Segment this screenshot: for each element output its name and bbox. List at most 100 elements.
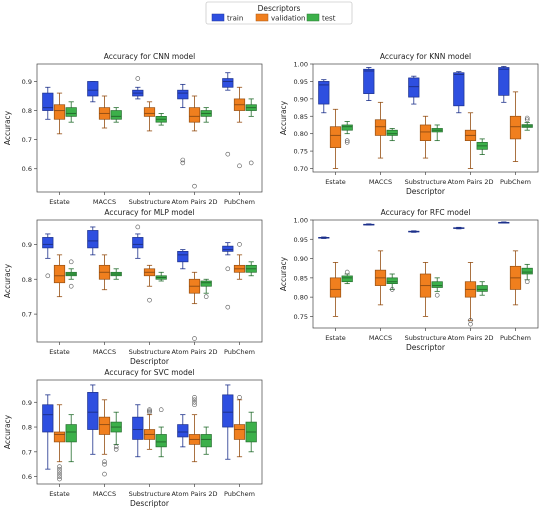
- box-test: [245, 98, 257, 166]
- y-tick-label: 0.9: [22, 78, 32, 86]
- chart-title: Accuracy for SVC model: [104, 368, 194, 377]
- box-validation: [233, 242, 246, 280]
- box-body: [453, 72, 465, 107]
- outlier-point: [113, 447, 119, 452]
- y-tick-label: 0.7: [22, 311, 32, 319]
- outlier-point: [344, 269, 350, 275]
- legend-swatch-test: [306, 13, 320, 22]
- y-tick-label: 0.7: [22, 136, 32, 144]
- legend-swatch-validation: [255, 13, 269, 22]
- box-body: [132, 416, 144, 440]
- box-test: [476, 138, 488, 155]
- y-tick-label: 0.80: [294, 294, 308, 302]
- x-axis-label: Descriptor: [130, 499, 170, 508]
- y-tick-label: 0.85: [294, 274, 308, 282]
- x-tick-label: Substructure: [129, 490, 171, 498]
- x-tick-label: PubChem: [224, 348, 255, 356]
- box-body: [53, 431, 66, 443]
- box-body: [65, 424, 77, 443]
- box-body: [318, 81, 330, 105]
- box-test: [200, 278, 212, 299]
- outlier-point: [344, 138, 350, 143]
- x-tick-label: Atom Pairs 2D: [448, 334, 494, 342]
- y-tick-label: 0.7: [22, 448, 32, 456]
- box-body: [363, 68, 375, 94]
- outlier-point: [344, 140, 350, 145]
- outlier-point: [147, 297, 152, 303]
- box-body: [222, 78, 234, 88]
- box-body: [431, 281, 443, 288]
- x-axis-label: Descriptor: [406, 343, 446, 352]
- x-tick-label: Estate: [49, 490, 70, 498]
- outlier-point: [57, 464, 62, 469]
- outlier-point: [434, 292, 440, 298]
- y-axis-label: Accuracy: [279, 256, 288, 291]
- box-test: [155, 407, 167, 458]
- outlier-point: [158, 407, 164, 413]
- x-tick-label: Estate: [49, 198, 70, 206]
- legend: Descriptors train validation test: [205, 1, 353, 25]
- box-test: [200, 426, 212, 455]
- box-test: [110, 107, 122, 123]
- box-validation: [98, 95, 111, 129]
- box-test: [245, 411, 257, 453]
- legend-title: Descriptors: [258, 4, 301, 13]
- x-axis-label: Descriptor: [406, 187, 446, 196]
- box-body: [53, 104, 66, 120]
- box-validation: [143, 101, 156, 132]
- box-train: [87, 81, 99, 103]
- outlier-point: [180, 160, 186, 166]
- box-train: [453, 226, 465, 230]
- box-body: [155, 434, 167, 448]
- chart-title: Accuracy for MLP model: [104, 208, 194, 217]
- box-validation: [98, 399, 111, 477]
- outlier-point: [237, 242, 242, 247]
- outlier-point: [102, 461, 107, 467]
- x-tick-label: Atom Pairs 2D: [172, 490, 218, 498]
- legend-label-validation: validation: [271, 15, 305, 23]
- chart-panel-4: Accuracy for RFC model 0.75 0.80 0.85 0.90 0.…: [279, 208, 539, 352]
- box-test: [431, 277, 443, 298]
- chart-panel-3: Accuracy for MLP model 0.7 0.8 0.9 Accuracy E…: [3, 208, 263, 366]
- box-body: [386, 277, 398, 284]
- box-test: [65, 259, 77, 289]
- box-train: [42, 233, 54, 279]
- box-train: [132, 224, 144, 259]
- box-train: [177, 83, 189, 166]
- y-tick-label: 0.90: [294, 255, 308, 263]
- x-tick-label: MACCS: [93, 198, 116, 206]
- box-train: [177, 414, 189, 448]
- box-train: [318, 79, 330, 114]
- outlier-point: [237, 163, 242, 169]
- box-body: [329, 126, 342, 148]
- box-test: [200, 107, 212, 123]
- y-tick-label: 0.8: [22, 107, 32, 115]
- box-validation: [53, 92, 66, 135]
- box-test: [245, 261, 257, 277]
- box-body: [498, 67, 510, 96]
- chart-panel-1: Accuracy for CNN model 0.6 0.7 0.8 0.9 Accura…: [3, 52, 263, 206]
- box-validation: [464, 112, 477, 169]
- box-train: [132, 404, 144, 458]
- box-body: [132, 237, 144, 249]
- box-train: [87, 384, 99, 455]
- box-validation: [329, 108, 342, 169]
- outlier-point: [147, 408, 152, 414]
- box-train: [222, 72, 234, 157]
- box-test: [155, 113, 167, 126]
- outlier-point: [68, 259, 74, 265]
- box-test: [110, 268, 122, 280]
- outlier-point: [192, 399, 197, 405]
- legend-label-test: test: [322, 15, 336, 23]
- box-train: [498, 66, 510, 103]
- x-tick-label: Estate: [325, 178, 346, 186]
- y-axis-label: Accuracy: [3, 263, 12, 298]
- outlier-point: [237, 395, 242, 400]
- box-validation: [419, 115, 432, 159]
- y-axis-label: Accuracy: [279, 100, 288, 135]
- x-tick-label: PubChem: [224, 490, 255, 498]
- outlier-point: [180, 157, 186, 163]
- box-body: [143, 107, 156, 117]
- outlier-point: [225, 304, 231, 310]
- x-tick-label: Atom Pairs 2D: [448, 178, 494, 186]
